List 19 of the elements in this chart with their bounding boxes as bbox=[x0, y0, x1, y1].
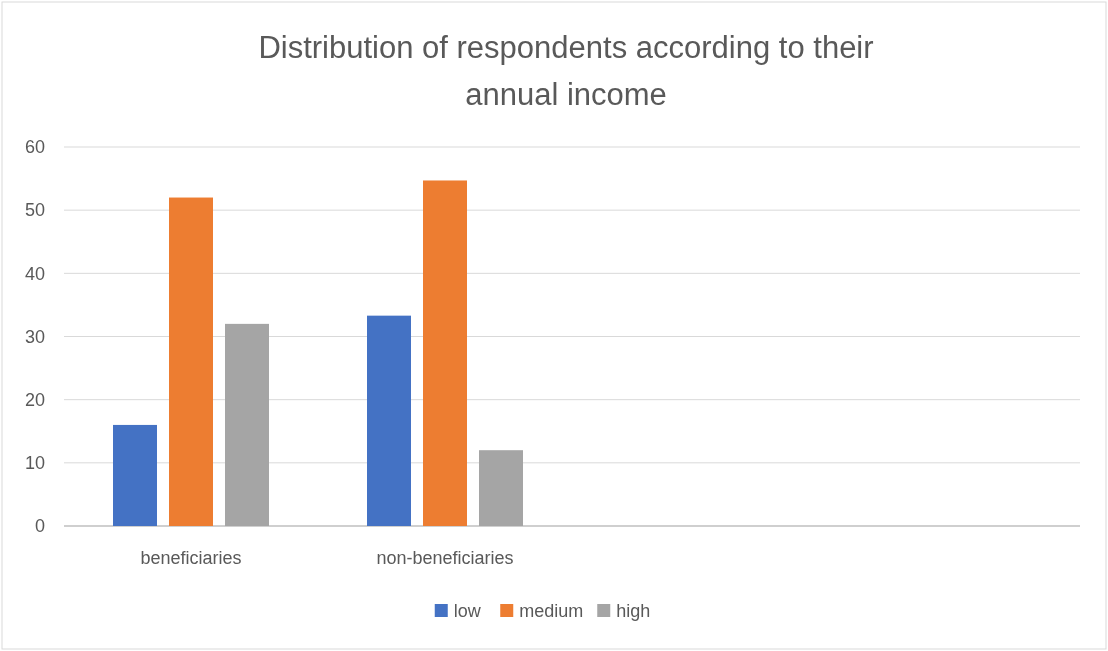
y-tick-label: 30 bbox=[24, 326, 45, 347]
bar bbox=[479, 450, 523, 526]
y-tick-label: 60 bbox=[24, 137, 45, 158]
bar bbox=[113, 424, 157, 526]
bar bbox=[225, 323, 269, 526]
bar bbox=[423, 180, 467, 526]
x-tick-label: non-beneficiaries bbox=[376, 548, 514, 568]
legend-label: high bbox=[616, 601, 651, 622]
chart-title: Distribution of respondents according to their annual income bbox=[258, 30, 874, 112]
y-tick-label: 40 bbox=[24, 263, 45, 284]
legend-label: low bbox=[453, 601, 482, 622]
legend-label: medium bbox=[519, 601, 584, 622]
bar bbox=[169, 197, 213, 526]
y-tick-label: 20 bbox=[24, 389, 45, 410]
y-tick-label: 10 bbox=[24, 453, 45, 474]
x-tick-label: beneficiaries bbox=[140, 548, 242, 568]
bar bbox=[367, 315, 411, 526]
y-tick-label: 0 bbox=[34, 516, 45, 537]
y-tick-label: 50 bbox=[24, 200, 45, 221]
